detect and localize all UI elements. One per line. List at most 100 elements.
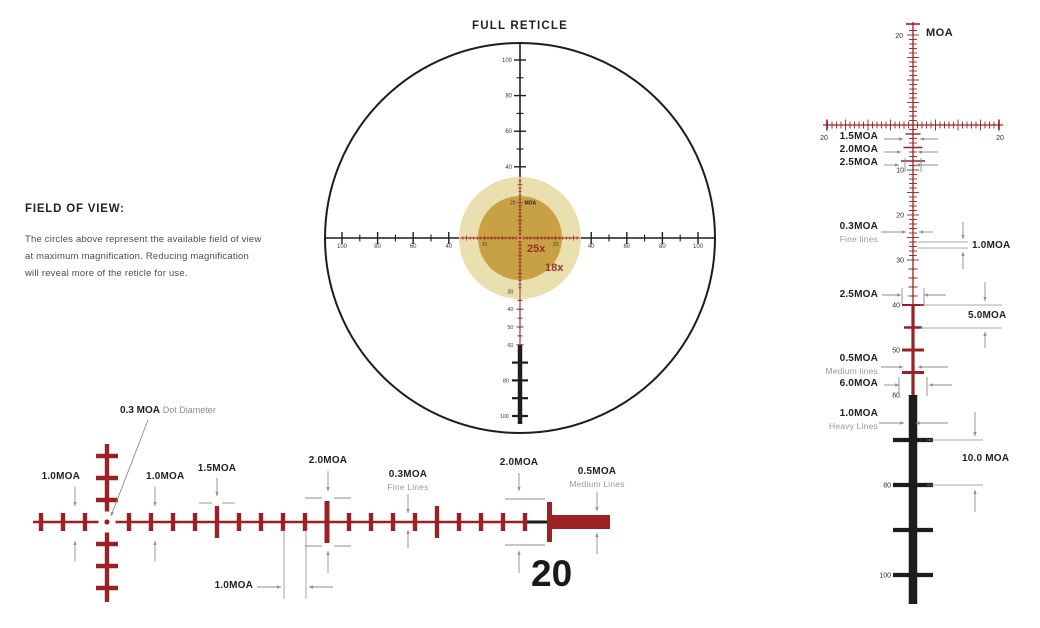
elev-anno-medium-lines: 0.5MOA Medium lines [758,353,878,377]
axis-label: 30 [896,258,904,265]
center-dot [104,519,110,525]
detail-thick-bar [552,515,610,529]
elev-anno-2-0moa: 2.0MOA [758,144,878,156]
arrow-head [983,297,987,301]
inner-axis-label: 20 [510,200,516,206]
axis-label: 60 [507,343,513,349]
anno-1-5moa: 1.5MOA [197,463,237,474]
axis-label: 10 [896,168,904,175]
arrow-head [973,432,977,436]
axis-label: 30 [507,289,513,295]
elev-anno-label: 2.5MOA [839,157,878,168]
elev-anno-label: 6.0MOA [839,378,878,389]
anno-2-0moa-a: 2.0MOA [308,455,348,466]
arrow-head [918,150,922,154]
axis-label: 40 [507,307,513,313]
axis-label: 80 [374,244,381,250]
subtension-big-number: 20 [531,553,573,594]
arrow-head [983,332,987,336]
fov-paragraph-line1: The circles above represent the availabl… [25,234,262,245]
elevation-detail-group: 10 20 30 40 50 60 80 100 20 20 20 [820,22,1004,604]
elev-anno-label: 2.0MOA [839,144,878,155]
fov-heading: FIELD OF VIEW: [25,203,125,215]
elevation-moa-unit: MOA [926,27,954,39]
inner-axis-label: 20 [482,242,488,248]
elev-h-axis-label: 20 [820,135,828,142]
arrow-head [406,509,410,513]
elev-anno-caption: Fine lines [839,234,878,244]
arrow-head [153,502,157,506]
fov-paragraph-line2: at maximum magnification. Reducing magni… [25,251,249,262]
axis-label: 40 [505,165,512,171]
arrow-head [326,487,330,491]
arrow-head [918,365,922,369]
magnification-25x-label: 25x [527,243,546,255]
elev-anno-label: 1.5MOA [839,131,878,142]
axis-label: 20 [896,213,904,220]
dot-diameter-label: 0.3 MOA Dot Diameter [120,405,216,416]
arrow-head [919,230,923,234]
arrow-head [899,365,903,369]
elev-anno-6-0moa: 6.0MOA [758,378,878,390]
anno-2-0moa-b: 2.0MOA [499,457,539,468]
anno-fine-lines: 0.3MOA Fine Lines [373,469,443,493]
elev-anno-label: 2.5MOA [839,289,878,300]
arrow-head [153,541,157,545]
arrow-head [900,421,904,425]
axis-label: 60 [505,129,512,135]
fine-lines-value: 0.3MOA [388,469,428,480]
arrow-head [73,502,77,506]
arrow-head [902,230,906,234]
arrow-head [277,585,281,589]
arrow-head [73,541,77,545]
elev-anno-label: 0.5MOA [839,353,878,364]
axis-label: 60 [892,393,900,400]
full-reticle-group: 100 80 60 40 40 60 80 100 100 80 60 40 30 40 50 60 80 100… [324,42,716,434]
anno-bottom-1moa: 1.0MOA [214,580,253,591]
elev-anno-label: 0.3MOA [839,221,878,232]
dot-diameter-value: 0.3 MOA [120,405,161,416]
anno-mid-1moa: 1.0MOA [146,471,185,482]
elev-anno-right-1moa: 1.0MOA [972,240,1011,251]
axis-label: 50 [892,348,900,355]
arrow-head [916,163,920,167]
elev-anno-caption: Heavy Lines [829,421,878,431]
arrow-head [326,551,330,555]
arrow-head [895,383,899,387]
arrow-head [517,487,521,491]
elev-anno-right-10moa: 10.0 MOA [962,453,1010,464]
medium-lines-caption: Medium Lines [569,479,625,489]
axis-label: 100 [500,414,509,420]
axis-label: 80 [883,483,891,490]
dot-diameter-caption: Dot Diameter [162,405,216,415]
arrow-head [961,252,965,256]
arrow-head [215,492,219,496]
arrow-head [897,293,901,297]
fov-paragraph-line3: will reveal more of the reticle for use. [25,268,188,279]
arrow-head [406,530,410,534]
arrow-head [961,235,965,239]
axis-label: 100 [693,244,704,250]
arrow-head [595,507,599,511]
elev-top-axis-label: 20 [895,33,903,40]
arrow-head [517,551,521,555]
axis-label: 50 [507,325,513,331]
arrow-head [973,490,977,494]
elev-anno-caption: Medium lines [825,366,878,376]
arrow-head [916,421,920,425]
inner-axis-label: 20 [553,242,559,248]
medium-lines-value: 0.5MOA [577,466,617,477]
elev-h-axis-label: 20 [996,135,1004,142]
inner-axis-unit: MOA [525,200,537,206]
axis-label: 80 [503,378,509,384]
axis-label: 80 [505,94,512,100]
arrow-head [595,533,599,537]
elev-anno-fine-lines: 0.3MOA Fine lines [758,221,878,245]
arrow-head [309,585,313,589]
axis-label: 60 [623,244,630,250]
axis-label: 100 [879,573,891,580]
center-dot [518,236,522,240]
elev-anno-1-5moa: 1.5MOA [758,131,878,143]
